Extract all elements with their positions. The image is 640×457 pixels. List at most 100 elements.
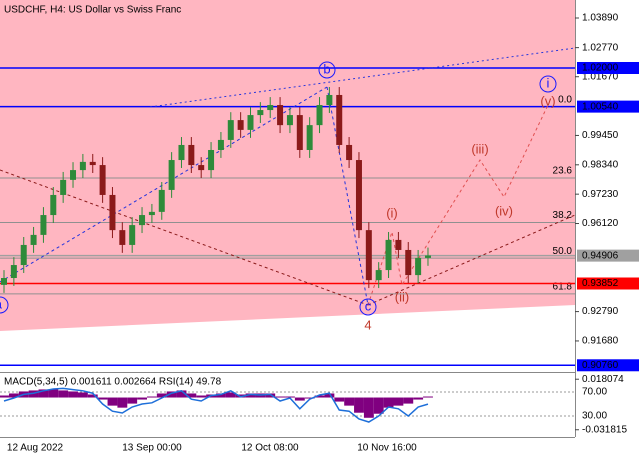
y-tick-label: 0.92790 bbox=[582, 306, 619, 317]
wave-path bbox=[326, 86, 369, 306]
candle-body bbox=[336, 94, 343, 145]
indicator-pane bbox=[0, 387, 575, 423]
macd-bar bbox=[324, 393, 335, 398]
level-label: 1.00540 bbox=[582, 101, 619, 112]
wave-circle bbox=[318, 61, 336, 79]
macd-bar bbox=[147, 396, 157, 398]
level-box bbox=[577, 61, 639, 74]
macd-bar bbox=[87, 394, 98, 398]
candle-body bbox=[109, 194, 116, 231]
wave-path bbox=[367, 104, 549, 306]
wave-label: i bbox=[547, 75, 550, 90]
macd-bar bbox=[186, 393, 197, 398]
y2-tick-label: 70.00 bbox=[582, 387, 607, 398]
trend-line bbox=[149, 47, 576, 108]
macd-bar bbox=[166, 391, 177, 398]
rsi-line bbox=[3, 387, 429, 423]
y-tick-label: -0.031815 bbox=[582, 424, 627, 435]
y-tick-label: 1.01670 bbox=[582, 71, 619, 82]
x-tick-label: 12 Oct 08:00 bbox=[241, 443, 299, 454]
fib-label: 61.8 bbox=[553, 282, 573, 293]
candle-body bbox=[40, 215, 47, 235]
y-tick-label: 1.02770 bbox=[582, 42, 619, 53]
wave-label: (v) bbox=[540, 93, 555, 108]
candle-body bbox=[50, 194, 57, 216]
wave-label: a bbox=[0, 296, 3, 311]
x-tick-label: 13 Sep 00:00 bbox=[122, 443, 182, 454]
level-box bbox=[577, 249, 639, 262]
y-tick-label: 0.98340 bbox=[582, 159, 619, 170]
candle-body bbox=[355, 160, 362, 231]
macd-bar bbox=[0, 395, 9, 398]
candle-body bbox=[208, 149, 215, 171]
macd-bar bbox=[245, 393, 256, 398]
candle-body bbox=[424, 255, 431, 258]
x-tick-label: 10 Nov 16:00 bbox=[357, 443, 417, 454]
candle-body bbox=[99, 165, 106, 195]
candle-body bbox=[247, 115, 254, 130]
macd-bar bbox=[285, 396, 295, 398]
macd-bar bbox=[354, 397, 364, 413]
trend-line bbox=[367, 214, 576, 306]
x-tick-label: 12 Aug 2022 bbox=[7, 443, 64, 454]
y-tick-label: 0.018074 bbox=[582, 374, 624, 385]
macd-bar bbox=[28, 390, 39, 398]
candle-body bbox=[168, 160, 175, 190]
wave-lines bbox=[0, 47, 576, 306]
macd-bar bbox=[383, 397, 394, 408]
y2-tick-label: 30.00 bbox=[582, 411, 607, 422]
wave-circle bbox=[359, 298, 377, 316]
wave-label: (ii) bbox=[395, 289, 409, 304]
macd-bar bbox=[97, 397, 108, 400]
trend-line bbox=[0, 169, 369, 306]
candle-body bbox=[1, 278, 7, 285]
chart-title: USDCHF, H4: US Dollar vs Swiss Franc bbox=[4, 5, 181, 16]
y-tick-label: 0.96120 bbox=[582, 218, 619, 229]
candle-body bbox=[237, 120, 244, 130]
candle-body bbox=[139, 215, 146, 226]
y-tick-label: 1.03890 bbox=[582, 13, 619, 24]
y-tick-label: 0.91680 bbox=[582, 336, 619, 347]
levels: 0.0 23.6 38.2 50.0 61.8 bbox=[0, 67, 575, 367]
level-label: 1.02000 bbox=[582, 63, 619, 74]
candle-body bbox=[148, 211, 155, 216]
candle-body bbox=[89, 161, 96, 166]
candle-body bbox=[20, 244, 27, 266]
candle-body bbox=[129, 225, 136, 245]
candle-body bbox=[60, 179, 67, 195]
wave-label: (i) bbox=[386, 205, 398, 220]
level-box bbox=[577, 277, 639, 290]
macd-bar bbox=[117, 397, 128, 408]
level-label: 0.90760 bbox=[582, 360, 619, 371]
wave-label: (iv) bbox=[495, 203, 513, 218]
macd-bar bbox=[413, 397, 424, 400]
candle-body bbox=[178, 144, 185, 161]
macd-bar bbox=[225, 392, 236, 398]
macd-bar bbox=[127, 397, 138, 404]
candle-body bbox=[346, 144, 353, 161]
macd-bar bbox=[77, 392, 88, 398]
macd-bar bbox=[334, 397, 345, 402]
wave-circle bbox=[539, 75, 557, 93]
macd-bar bbox=[196, 395, 207, 398]
candle-body bbox=[30, 234, 37, 245]
candle-body bbox=[375, 270, 382, 281]
macd-bar bbox=[275, 396, 286, 398]
macd-bar bbox=[107, 397, 118, 406]
fib-label: 50.0 bbox=[553, 246, 573, 257]
candle-body bbox=[158, 189, 165, 212]
level-label: 0.94906 bbox=[582, 250, 619, 261]
macd-bar bbox=[216, 393, 226, 398]
candle-body bbox=[326, 94, 333, 106]
level-box bbox=[577, 359, 639, 372]
macd-bar bbox=[314, 395, 325, 398]
y-tick-label: 0.99450 bbox=[582, 130, 619, 141]
candles bbox=[1, 87, 431, 293]
candle-body bbox=[306, 125, 313, 150]
wave-label: 4 bbox=[364, 317, 371, 332]
candle-body bbox=[385, 239, 392, 271]
candle-body bbox=[286, 115, 293, 126]
candle-body bbox=[415, 257, 422, 276]
fib-label: 0.0 bbox=[558, 94, 572, 105]
